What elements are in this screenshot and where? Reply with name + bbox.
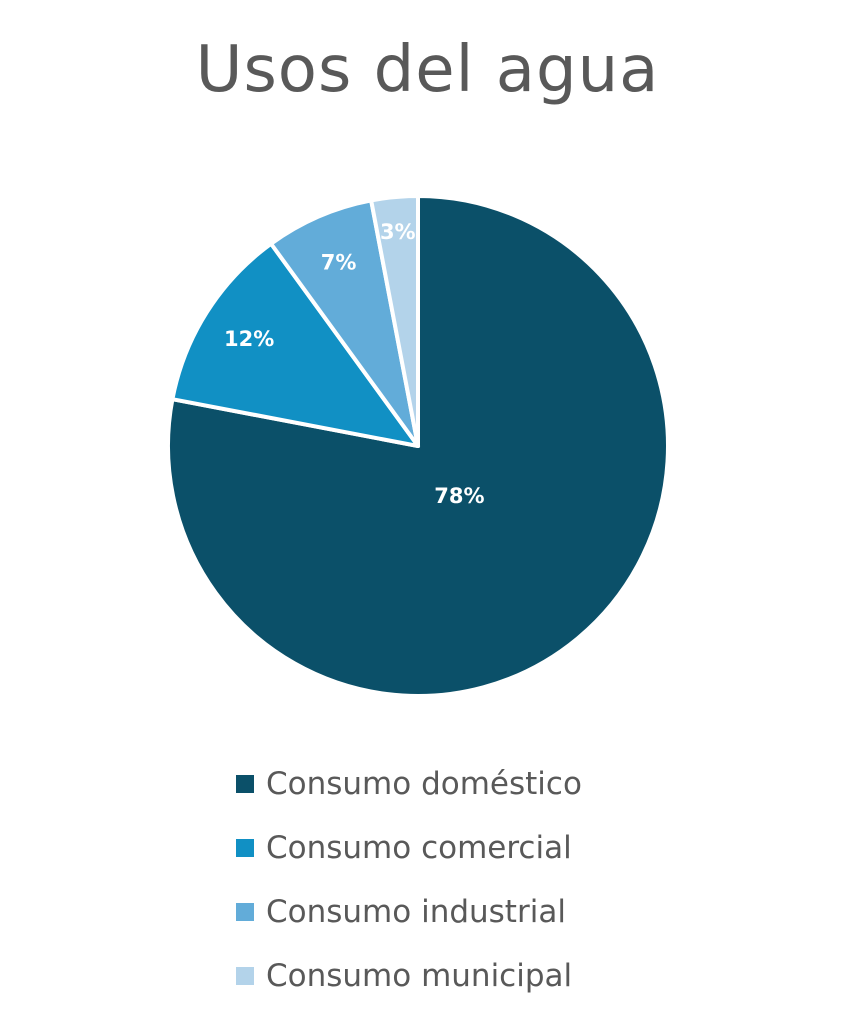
legend-item-industrial: Consumo industrial: [236, 880, 582, 944]
legend-swatch: [236, 775, 254, 793]
legend-item-municipal: Consumo municipal: [236, 944, 582, 1008]
legend-swatch: [236, 839, 254, 857]
chart-legend: Consumo doméstico Consumo comercial Cons…: [236, 752, 582, 1008]
legend-label: Consumo doméstico: [266, 766, 582, 802]
data-label-municipal: 3%: [380, 220, 416, 244]
legend-swatch: [236, 967, 254, 985]
pie-data-labels: 78% 12% 7% 3%: [224, 220, 485, 508]
data-label-comercial: 12%: [224, 327, 274, 351]
data-label-domestico: 78%: [434, 484, 484, 508]
legend-item-comercial: Consumo comercial: [236, 816, 582, 880]
legend-swatch: [236, 903, 254, 921]
pie-slice-municipal: [369, 194, 420, 448]
data-label-industrial: 7%: [321, 250, 357, 274]
legend-label: Consumo comercial: [266, 830, 572, 866]
legend-label: Consumo industrial: [266, 894, 566, 930]
chart-title: Usos del agua: [195, 33, 660, 107]
pie-slices: [166, 194, 670, 698]
pie-slice-comercial: [170, 241, 420, 448]
legend-label: Consumo municipal: [266, 958, 573, 994]
legend-item-domestico: Consumo doméstico: [236, 752, 582, 816]
